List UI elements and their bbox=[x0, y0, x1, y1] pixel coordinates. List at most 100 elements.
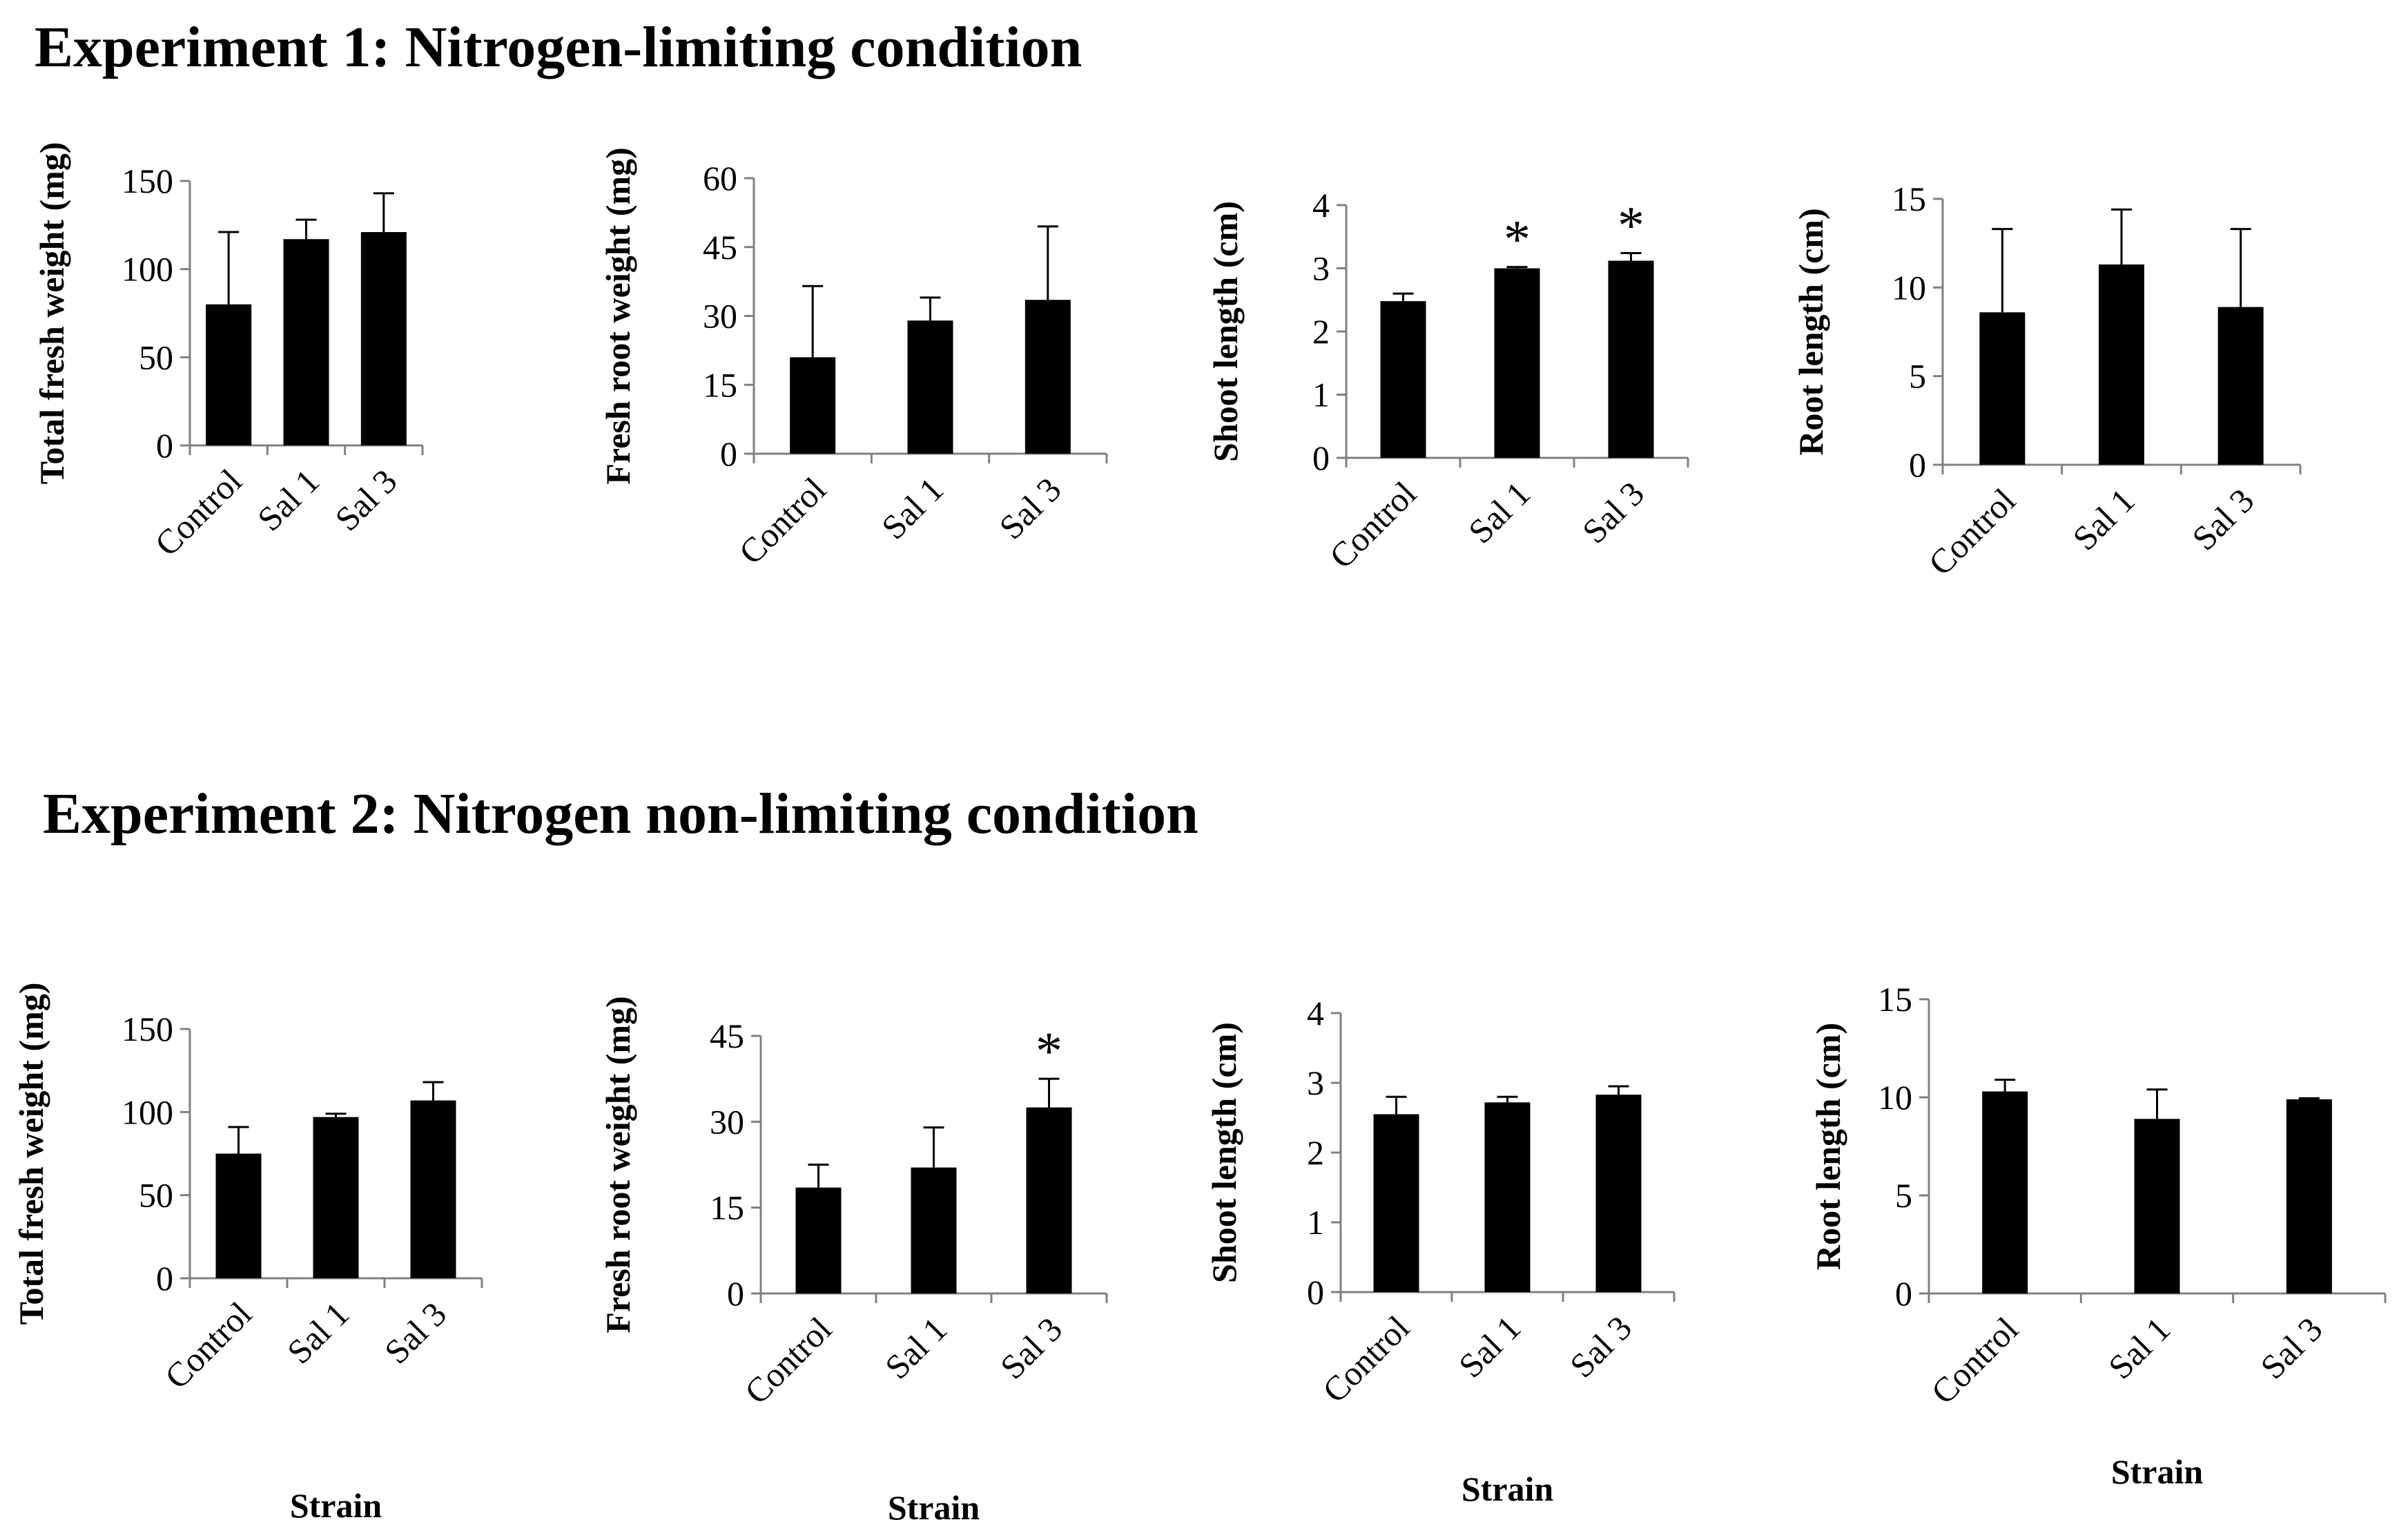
chart4-y-tick-label: 5 bbox=[1909, 357, 1926, 396]
chart7-y-tick-label: 4 bbox=[1307, 994, 1324, 1032]
chart5-bar-sal-1 bbox=[313, 1117, 359, 1278]
chart3-y-tick-label: 2 bbox=[1312, 312, 1330, 351]
chart6-y-tick-label: 15 bbox=[710, 1188, 744, 1227]
chart7-y-tick-label: 0 bbox=[1307, 1273, 1324, 1311]
chart8-bar-control bbox=[1982, 1091, 2028, 1293]
chart4-y-tick-label: 10 bbox=[1892, 268, 1926, 307]
chart6-bar-sal-1 bbox=[911, 1167, 957, 1293]
chart2-category-label-sal-3: Sal 3 bbox=[991, 470, 1068, 546]
chart3-y-tick-label: 0 bbox=[1312, 439, 1330, 477]
chart1-y-tick-label: 0 bbox=[156, 426, 173, 465]
chart3-significance-mark-sal-3: * bbox=[1618, 195, 1644, 256]
chart6-category-label-sal-1: Sal 1 bbox=[877, 1309, 954, 1386]
chart5-bar-sal-3 bbox=[410, 1100, 456, 1278]
chart3-y-tick-label: 1 bbox=[1312, 376, 1330, 414]
chart1-bar-sal-1 bbox=[283, 239, 329, 445]
chart7-bar-control bbox=[1373, 1114, 1419, 1292]
chart7-category-label-control: Control bbox=[1315, 1308, 1417, 1410]
chart7-category-label-sal-1: Sal 1 bbox=[1451, 1308, 1528, 1385]
chart3-category-label-sal-1: Sal 1 bbox=[1461, 474, 1537, 550]
chart2-category-label-sal-1: Sal 1 bbox=[874, 470, 951, 546]
chart1-y-tick-label: 50 bbox=[139, 338, 173, 376]
chart8-y-tick-label: 10 bbox=[1878, 1078, 1912, 1117]
chart4-bar-sal-3 bbox=[2217, 307, 2264, 465]
chart7-category-label-sal-3: Sal 3 bbox=[1562, 1308, 1639, 1385]
chart6-y-axis-title: Fresh root weight (mg) bbox=[599, 996, 637, 1333]
chart6-x-axis-title: Strain bbox=[888, 1488, 980, 1527]
chart5-category-label-sal-3: Sal 3 bbox=[377, 1294, 454, 1371]
chart6-y-tick-label: 30 bbox=[710, 1102, 744, 1141]
chart3-category-label-sal-3: Sal 3 bbox=[1575, 474, 1651, 550]
chart1-y-axis-title: Total fresh weight (mg) bbox=[32, 142, 71, 485]
chart1-bar-control bbox=[206, 304, 252, 445]
chart2-y-tick-label: 0 bbox=[720, 434, 737, 473]
experiment-1-heading: Experiment 1: Nitrogen-limiting conditio… bbox=[35, 15, 1082, 79]
chart5-category-label-sal-1: Sal 1 bbox=[280, 1294, 356, 1371]
chart4-category-label-control: Control bbox=[1921, 481, 2023, 583]
chart4-y-tick-label: 15 bbox=[1892, 180, 1926, 218]
chart5-x-axis-title: Strain bbox=[290, 1486, 382, 1525]
chart3-significance-mark-sal-1: * bbox=[1504, 209, 1531, 269]
chart7-y-tick-label: 2 bbox=[1307, 1133, 1324, 1172]
chart1-category-label-sal-1: Sal 1 bbox=[250, 461, 327, 538]
chart2-y-tick-label: 60 bbox=[703, 159, 737, 198]
chart4-bar-control bbox=[1979, 312, 2026, 465]
chart2-y-tick-label: 45 bbox=[703, 228, 737, 267]
chart8-y-tick-label: 5 bbox=[1895, 1176, 1912, 1215]
chart4-y-axis-title: Root length (cm) bbox=[1792, 208, 1830, 455]
chart4-bar-sal-1 bbox=[2099, 264, 2144, 465]
chart3-y-axis-title: Shoot length (cm) bbox=[1206, 201, 1245, 462]
chart8-y-axis-title: Root length (cm) bbox=[1809, 1023, 1847, 1270]
chart2-y-tick-label: 15 bbox=[703, 365, 737, 404]
chart6-bar-control bbox=[795, 1187, 842, 1293]
chart8-bar-sal-1 bbox=[2134, 1119, 2180, 1293]
chart1-y-tick-label: 150 bbox=[122, 162, 173, 200]
chart8-category-label-sal-1: Sal 1 bbox=[2101, 1309, 2177, 1386]
chart8-category-label-control: Control bbox=[1923, 1309, 2026, 1412]
chart1-category-label-sal-3: Sal 3 bbox=[327, 461, 404, 538]
chart2-y-axis-title: Fresh root weight (mg) bbox=[599, 147, 637, 484]
chart7-x-axis-title: Strain bbox=[1462, 1470, 1554, 1508]
chart1-bar-sal-3 bbox=[360, 232, 407, 445]
chart6-bar-sal-3 bbox=[1026, 1107, 1072, 1293]
chart1-category-label-control: Control bbox=[147, 461, 249, 564]
chart5-y-tick-label: 100 bbox=[122, 1093, 173, 1131]
chart5-y-tick-label: 0 bbox=[156, 1259, 173, 1298]
chart8-y-tick-label: 0 bbox=[1895, 1274, 1912, 1313]
chart7-bar-sal-1 bbox=[1484, 1102, 1531, 1292]
experiment-2-heading: Experiment 2: Nitrogen non-limiting cond… bbox=[43, 782, 1198, 846]
chart2-category-label-control: Control bbox=[731, 470, 833, 572]
chart4-y-tick-label: 0 bbox=[1909, 445, 1926, 484]
chart3-bar-control bbox=[1380, 301, 1426, 458]
chart3-y-tick-label: 3 bbox=[1312, 249, 1330, 288]
chart8-y-tick-label: 15 bbox=[1878, 980, 1912, 1019]
chart3-bar-sal-1 bbox=[1494, 268, 1540, 458]
chart6-y-tick-label: 45 bbox=[710, 1017, 744, 1055]
chart5-y-tick-label: 150 bbox=[122, 1010, 173, 1048]
chart5-y-tick-label: 50 bbox=[139, 1176, 173, 1215]
chart8-bar-sal-3 bbox=[2286, 1099, 2332, 1293]
chart7-y-tick-label: 1 bbox=[1307, 1203, 1324, 1242]
chart3-y-tick-label: 4 bbox=[1312, 186, 1330, 224]
chart8-x-axis-title: Strain bbox=[2111, 1452, 2204, 1491]
chart2-bar-control bbox=[790, 357, 836, 454]
chart8-category-label-sal-3: Sal 3 bbox=[2253, 1309, 2329, 1386]
chart3-category-label-control: Control bbox=[1322, 474, 1424, 576]
chart4-category-label-sal-3: Sal 3 bbox=[2184, 481, 2261, 557]
chart5-category-label-control: Control bbox=[157, 1294, 260, 1396]
chart5-bar-control bbox=[215, 1153, 262, 1278]
chart6-significance-mark-sal-3: * bbox=[1036, 1021, 1062, 1081]
chart6-category-label-sal-3: Sal 3 bbox=[993, 1309, 1069, 1386]
chart7-bar-sal-3 bbox=[1595, 1095, 1642, 1292]
chart2-bar-sal-1 bbox=[907, 320, 953, 454]
chart4-category-label-sal-1: Sal 1 bbox=[2065, 481, 2142, 557]
chart6-category-label-control: Control bbox=[737, 1309, 839, 1412]
chart7-y-tick-label: 3 bbox=[1307, 1063, 1324, 1102]
chart1-y-tick-label: 100 bbox=[122, 250, 173, 289]
chart2-bar-sal-3 bbox=[1025, 300, 1071, 454]
chart3-bar-sal-3 bbox=[1608, 260, 1654, 458]
chart2-y-tick-label: 30 bbox=[703, 297, 737, 336]
chart5-y-axis-title: Total fresh weight (mg) bbox=[12, 983, 50, 1325]
chart7-y-axis-title: Shoot length (cm) bbox=[1205, 1022, 1243, 1283]
